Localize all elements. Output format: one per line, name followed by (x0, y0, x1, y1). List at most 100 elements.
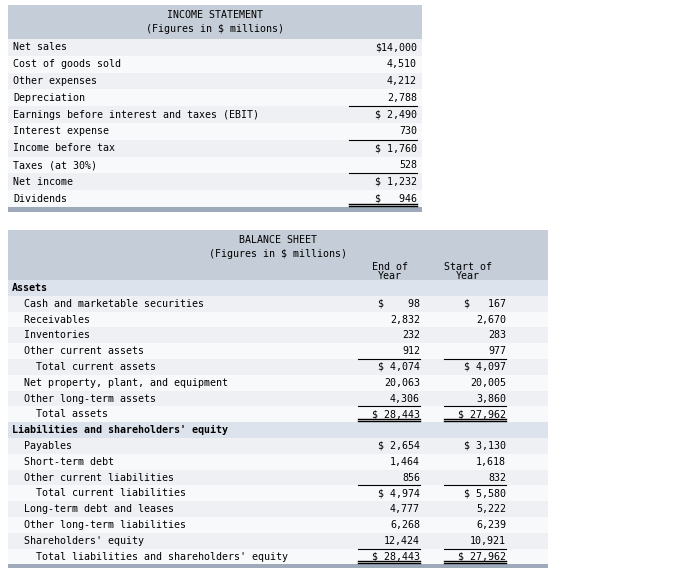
Bar (8, 454, 548, 470)
Text: 528: 528 (399, 160, 417, 170)
Text: $ 4,974: $ 4,974 (378, 488, 420, 498)
Bar (8, 343, 548, 359)
Text: $ 28,443: $ 28,443 (372, 410, 420, 419)
Text: 4,212: 4,212 (387, 76, 417, 86)
Text: 730: 730 (399, 127, 417, 136)
Text: Total current assets: Total current assets (12, 362, 156, 372)
Bar (8, 565, 548, 568)
Text: Taxes (at 30%): Taxes (at 30%) (13, 160, 97, 170)
Text: $ 4,097: $ 4,097 (464, 362, 506, 372)
Text: Depreciation: Depreciation (13, 93, 85, 103)
Bar (8, 438, 548, 454)
Text: $   167: $ 167 (464, 299, 506, 308)
Text: $ 28,443: $ 28,443 (372, 552, 420, 562)
Bar (8, 5, 422, 39)
Bar (8, 517, 548, 533)
Text: $ 2,654: $ 2,654 (378, 441, 420, 451)
Bar (8, 312, 548, 327)
Text: 1,464: 1,464 (390, 457, 420, 467)
Text: Cash and marketable securities: Cash and marketable securities (12, 299, 204, 308)
Text: Other current liabilities: Other current liabilities (12, 473, 174, 482)
Text: 1,618: 1,618 (476, 457, 506, 467)
Bar (8, 296, 548, 312)
Text: Other long-term assets: Other long-term assets (12, 394, 156, 403)
Bar (8, 173, 422, 190)
Bar (8, 359, 548, 375)
Text: 10,921: 10,921 (470, 536, 506, 546)
Text: 283: 283 (488, 331, 506, 340)
Text: $ 2,490: $ 2,490 (375, 110, 417, 120)
Bar (8, 549, 548, 565)
Text: 3,860: 3,860 (476, 394, 506, 403)
Text: Receivables: Receivables (12, 315, 90, 324)
Bar (8, 406, 548, 422)
Text: 832: 832 (488, 473, 506, 482)
Bar (8, 207, 422, 212)
Text: 232: 232 (402, 331, 420, 340)
Text: 4,510: 4,510 (387, 59, 417, 69)
Text: 20,063: 20,063 (384, 378, 420, 388)
Bar (8, 106, 422, 123)
Text: Short-term debt: Short-term debt (12, 457, 114, 467)
Text: 2,832: 2,832 (390, 315, 420, 324)
Bar (8, 230, 548, 280)
Text: Cost of goods sold: Cost of goods sold (13, 59, 121, 69)
Text: 12,424: 12,424 (384, 536, 420, 546)
Text: Earnings before interest and taxes (EBIT): Earnings before interest and taxes (EBIT… (13, 110, 259, 120)
Text: Other long-term liabilities: Other long-term liabilities (12, 520, 186, 530)
Text: $ 27,962: $ 27,962 (458, 410, 506, 419)
Text: $ 27,962: $ 27,962 (458, 552, 506, 562)
Bar (8, 391, 548, 406)
Text: Interest expense: Interest expense (13, 127, 109, 136)
Text: Other expenses: Other expenses (13, 76, 97, 86)
Text: $14,000: $14,000 (375, 43, 417, 52)
Text: $   946: $ 946 (375, 194, 417, 203)
Bar (8, 533, 548, 549)
Text: Income before tax: Income before tax (13, 143, 115, 153)
Text: Payables: Payables (12, 441, 72, 451)
Text: 6,268: 6,268 (390, 520, 420, 530)
Bar (8, 190, 422, 207)
Bar (8, 375, 548, 391)
Bar (8, 486, 548, 501)
Bar (8, 327, 548, 343)
Text: Net property, plant, and equipment: Net property, plant, and equipment (12, 378, 228, 388)
Text: End of: End of (372, 262, 408, 272)
Text: Net income: Net income (13, 177, 73, 187)
Text: 20,005: 20,005 (470, 378, 506, 388)
Text: Inventories: Inventories (12, 331, 90, 340)
Text: 2,788: 2,788 (387, 93, 417, 103)
Text: 2,670: 2,670 (476, 315, 506, 324)
Text: 4,306: 4,306 (390, 394, 420, 403)
Text: BALANCE SHEET: BALANCE SHEET (239, 235, 317, 245)
Text: Total liabilities and shareholders' equity: Total liabilities and shareholders' equi… (12, 552, 288, 562)
Text: 5,222: 5,222 (476, 504, 506, 514)
Text: 4,777: 4,777 (390, 504, 420, 514)
Bar (8, 123, 422, 140)
Text: $ 1,760: $ 1,760 (375, 143, 417, 153)
Bar (8, 73, 422, 89)
Text: Long-term debt and leases: Long-term debt and leases (12, 504, 174, 514)
Bar (8, 470, 548, 486)
Bar (8, 89, 422, 106)
Text: Net sales: Net sales (13, 43, 67, 52)
Text: Liabilities and shareholders' equity: Liabilities and shareholders' equity (12, 425, 228, 435)
Text: Other current assets: Other current assets (12, 346, 144, 356)
Text: 856: 856 (402, 473, 420, 482)
Bar (8, 56, 422, 73)
Text: Total current liabilities: Total current liabilities (12, 488, 186, 498)
Bar (8, 140, 422, 157)
Bar (8, 422, 548, 438)
Text: 977: 977 (488, 346, 506, 356)
Text: $ 1,232: $ 1,232 (375, 177, 417, 187)
Text: Total assets: Total assets (12, 410, 108, 419)
Text: Year: Year (456, 271, 480, 281)
Text: Dividends: Dividends (13, 194, 67, 203)
Text: Start of: Start of (444, 262, 492, 272)
Bar (8, 501, 548, 517)
Text: $    98: $ 98 (378, 299, 420, 308)
Text: Year: Year (378, 271, 402, 281)
Text: $ 5,580: $ 5,580 (464, 488, 506, 498)
Text: (Figures in $ millions): (Figures in $ millions) (146, 24, 284, 34)
Text: Assets: Assets (12, 283, 48, 293)
